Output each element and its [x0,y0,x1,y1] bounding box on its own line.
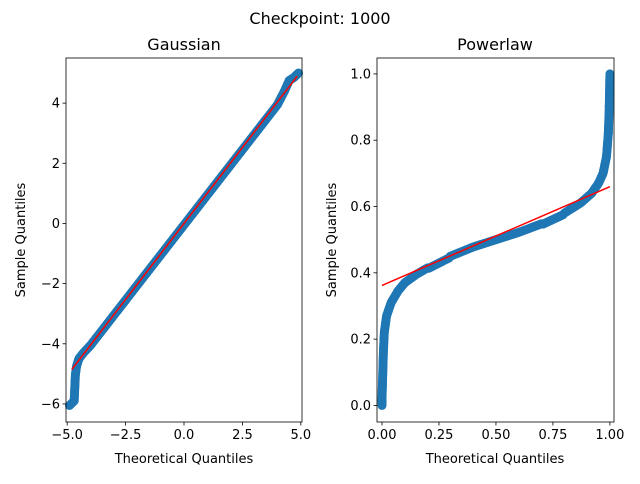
y-tick-label: 0.4 [350,266,371,281]
y-tick-label: 2 [52,157,60,172]
x-tick-label: 5.0 [290,428,311,443]
x-tick-label: 2.5 [232,428,253,443]
y-tick-label: 0.0 [350,399,371,414]
figure-suptitle: Checkpoint: 1000 [249,9,390,28]
x-tick-label: 0.25 [425,428,454,443]
powerlaw-xlabel: Theoretical Quantiles [425,452,565,467]
y-tick-label: 0.2 [350,333,371,348]
x-tick-label: −2.5 [110,428,142,443]
x-tick-label: 0.75 [538,428,567,443]
x-tick-label: 1.00 [595,428,624,443]
qq-point [605,69,615,79]
y-tick-label: 0 [52,217,60,232]
gaussian-qq-plot: Gaussian Theoretical Quantiles Sample Qu… [14,35,311,467]
y-tick-label: 1.0 [350,67,371,82]
y-tick-label: −4 [41,337,60,352]
y-tick-label: −2 [41,277,60,292]
gaussian-title: Gaussian [147,35,220,54]
axes-frame [376,57,615,423]
powerlaw-qq-plot: Powerlaw Theoretical Quantiles Sample Qu… [325,35,624,467]
powerlaw-title: Powerlaw [457,35,533,54]
powerlaw-ylabel: Sample Quantiles [325,182,340,297]
gaussian-xlabel: Theoretical Quantiles [114,452,254,467]
y-tick-label: 4 [52,97,60,112]
x-tick-label: 0.00 [368,428,397,443]
y-tick-label: −6 [41,397,60,412]
y-tick-label: 0.6 [350,200,371,215]
x-tick-label: −5.0 [51,428,83,443]
gaussian-ylabel: Sample Quantiles [14,182,29,297]
x-tick-label: 0.50 [481,428,510,443]
x-tick-label: 0.0 [174,428,195,443]
fit-line [71,75,298,370]
y-tick-label: 0.8 [350,134,371,149]
qq-point [293,68,303,78]
fit-line [381,185,611,287]
